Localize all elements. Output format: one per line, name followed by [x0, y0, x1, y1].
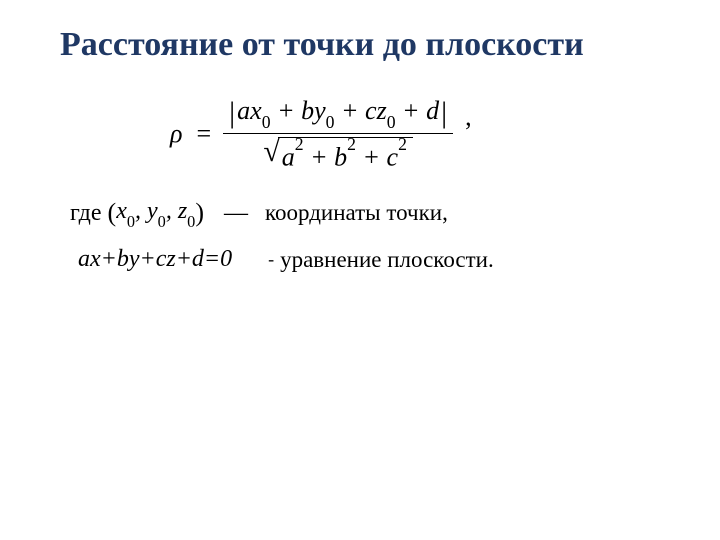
plane-explain: уравнение плоскости.: [280, 247, 494, 273]
fraction: | ax0 + by0 + cz0 + d | √ a2 + b2 + c2: [223, 96, 453, 173]
paren-open: (: [108, 198, 117, 228]
numerator-expression: ax0 + by0 + cz0 + d: [237, 96, 439, 130]
em-dash: —: [224, 200, 247, 227]
denominator: √ a2 + b2 + c2: [263, 135, 413, 173]
plane-equation-line: ax+by+cz+d=0 - уравнение плоскости.: [78, 246, 494, 273]
hyphen: -: [268, 249, 274, 270]
formula-lhs: ρ: [170, 119, 182, 149]
trailing-comma: ,: [465, 102, 472, 132]
point-coordinates-line: где ( x0, y0, z0 ) — координаты точки,: [70, 198, 448, 229]
distance-formula: ρ = | ax0 + by0 + cz0 + d | √ a2 + b2 + …: [170, 96, 472, 173]
plane-equation: ax+by+cz+d=0: [78, 246, 232, 273]
point-coordinates: x0, y0, z0: [116, 198, 195, 229]
radicand: a2 + b2 + c2: [278, 137, 413, 173]
paren-close: ): [195, 198, 204, 228]
slide: Расстояние от точки до плоскости ρ = | a…: [0, 0, 720, 540]
coordinates-explain: координаты точки,: [265, 200, 448, 226]
where-label: где: [70, 200, 102, 227]
numerator: | ax0 + by0 + cz0 + d |: [223, 96, 453, 132]
fraction-line: [223, 133, 453, 134]
slide-title: Расстояние от точки до плоскости: [60, 26, 680, 64]
abs-bar-left: |: [227, 96, 237, 130]
abs-bar-right: |: [439, 96, 449, 130]
equals-sign: =: [196, 119, 211, 149]
